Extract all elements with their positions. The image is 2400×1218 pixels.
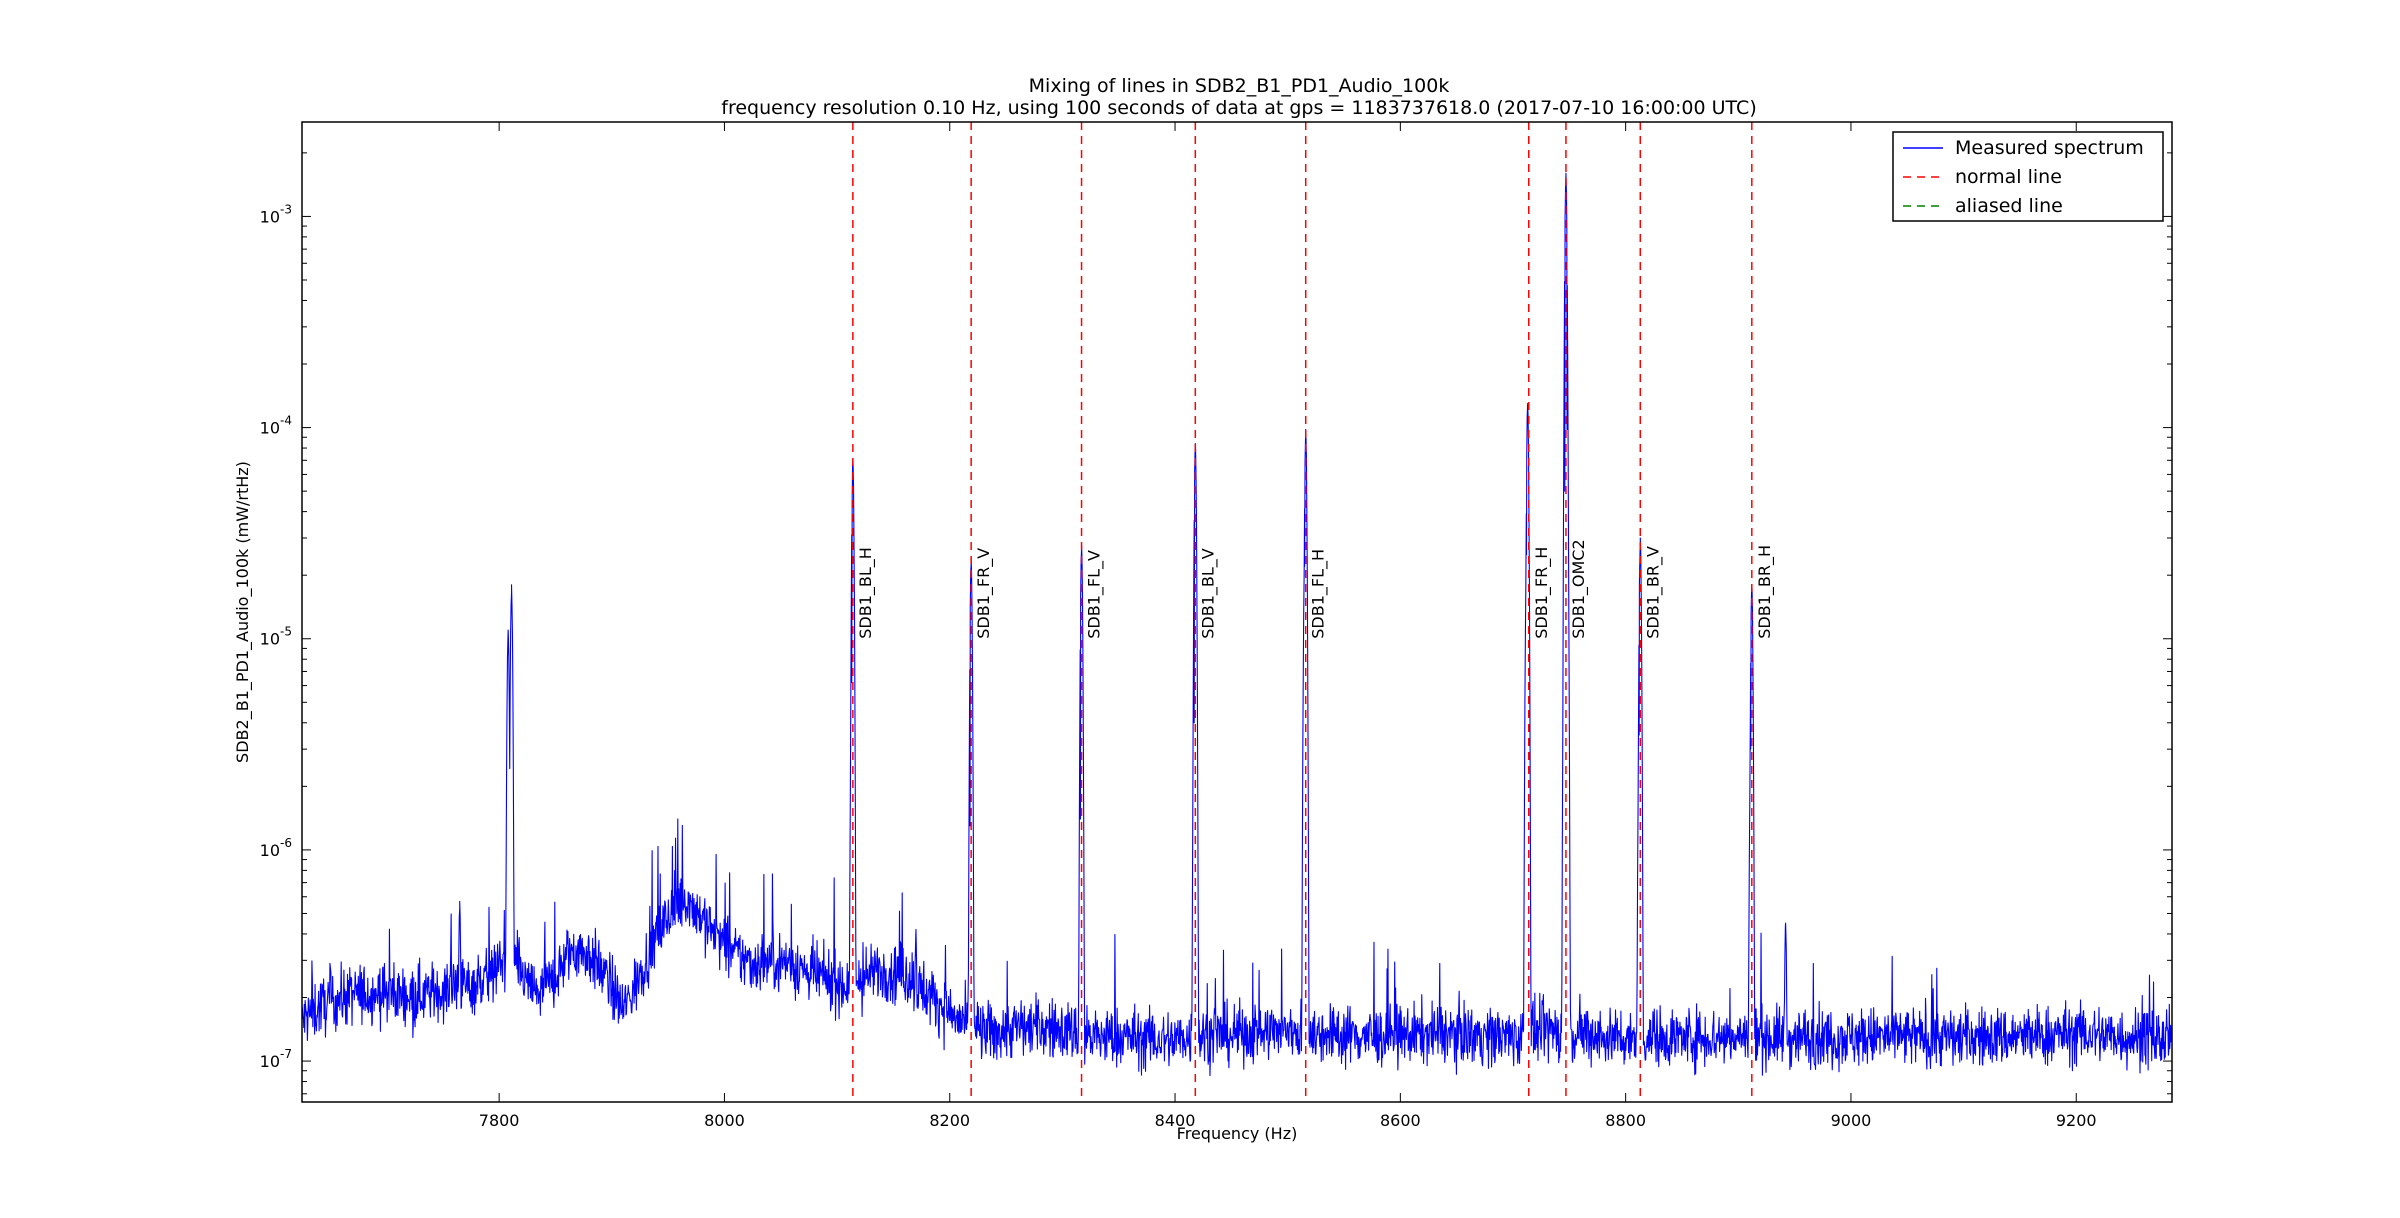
- legend-label: normal line: [1955, 166, 2062, 188]
- line-label: SDB1_FR_V: [974, 548, 994, 639]
- y-tick-label: 10-5: [260, 625, 292, 649]
- x-axis: 7800 8000 8200 8400 8600 8800 9000 9200: [479, 122, 2097, 1130]
- x-tick-label: 8200: [929, 1111, 970, 1130]
- line-label: SDB1_FL_V: [1085, 550, 1105, 639]
- legend-label: Measured spectrum: [1955, 137, 2144, 159]
- line-markers-layer: [852, 122, 1753, 1102]
- x-tick-label: 8400: [1155, 1111, 1196, 1130]
- x-tick-label: 8800: [1605, 1111, 1646, 1130]
- line-label: SDB1_OMC2: [1569, 539, 1589, 638]
- x-tick-label: 9000: [1831, 1111, 1872, 1130]
- legend-label: aliased line: [1955, 195, 2063, 217]
- x-axis-label: Frequency (Hz): [1177, 1124, 1298, 1143]
- line-labels-layer: SDB1_BL_H SDB1_FR_V SDB1_FL_V SDB1_BL_V SDB1…: [856, 539, 1775, 638]
- x-tick-label: 9200: [2056, 1111, 2097, 1130]
- line-label: SDB1_FR_H: [1532, 547, 1552, 639]
- line-label: SDB1_BL_V: [1198, 548, 1218, 639]
- y-tick-label: 10-7: [260, 1047, 292, 1071]
- measured-spectrum-line: [302, 172, 2172, 1077]
- line-label: SDB1_BL_H: [856, 547, 876, 639]
- plot-area: SDB1_BL_H SDB1_FR_V SDB1_FL_V SDB1_BL_V SDB1…: [260, 121, 2173, 1130]
- plot-frame: [301, 121, 2173, 1103]
- y-axis: 10-7 10-6 10-5 10-4 10-3: [260, 152, 2172, 1095]
- line-label: SDB1_BR_V: [1643, 546, 1663, 639]
- x-tick-label: 8000: [704, 1111, 745, 1130]
- line-label: SDB1_BR_H: [1755, 545, 1775, 639]
- legend: Measured spectrum normal line aliased line: [1892, 131, 2164, 222]
- spectrum-layer: [302, 172, 2172, 1077]
- y-tick-label: 10-6: [260, 836, 292, 860]
- x-tick-label: 7800: [479, 1111, 520, 1130]
- y-tick-label: 10-3: [260, 202, 292, 226]
- y-tick-label: 10-4: [260, 414, 292, 438]
- chart-title: Mixing of lines in SDB2_B1_PD1_Audio_100…: [1029, 75, 1450, 97]
- line-label: SDB1_FL_H: [1309, 549, 1329, 639]
- x-tick-label: 8600: [1380, 1111, 1421, 1130]
- chart-subtitle: frequency resolution 0.10 Hz, using 100 …: [721, 97, 1756, 119]
- y-axis-label: SDB2_B1_PD1_Audio_100k (mW/rtHz): [233, 461, 253, 763]
